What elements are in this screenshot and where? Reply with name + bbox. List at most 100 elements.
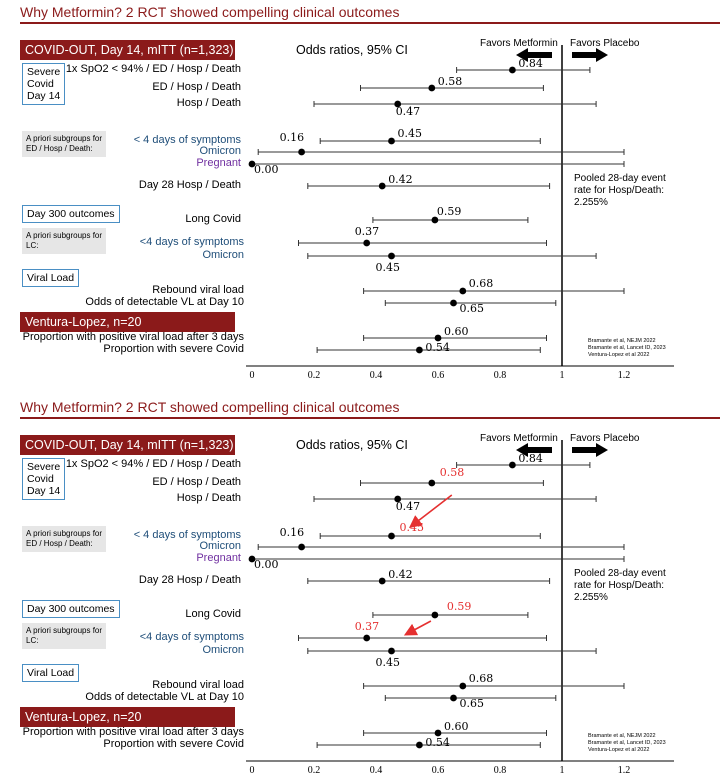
value-label: 0.47	[395, 105, 421, 118]
value-label: 0.84	[518, 57, 543, 70]
x-tick-label: 0.8	[493, 370, 507, 381]
value-label: 0.37	[354, 225, 380, 238]
odds-ratio-point	[431, 216, 439, 224]
value-label: 0.37	[354, 620, 380, 633]
favors-metformin-label: Favors Metformin	[480, 38, 558, 49]
row-label: Odds of detectable VL at Day 10	[85, 691, 244, 703]
x-tick-label: 0.6	[431, 370, 445, 381]
value-label: 0.00	[254, 163, 279, 176]
row-label: Day 28 Hosp / Death	[138, 179, 241, 191]
severe-covid-box: Severe Covid Day 14	[22, 63, 66, 105]
title-rule	[20, 22, 720, 24]
chart-title: Why Metformin? 2 RCT showed compelling c…	[20, 399, 400, 415]
value-label: 0.84	[518, 452, 543, 465]
citation-line: Bramante et al, Lancet ID, 2023	[588, 740, 666, 746]
value-label: 0.00	[254, 558, 279, 571]
value-label: 0.47	[395, 500, 421, 513]
value-label: 0.60	[444, 325, 469, 338]
odds-ratio-point	[459, 287, 467, 295]
odds-ratio-point	[450, 299, 457, 307]
row-label: < 4 days of symptoms	[133, 134, 241, 146]
severe-box-line: Covid	[27, 473, 54, 485]
row-label: Long Covid	[185, 608, 241, 620]
value-label: 0.16	[279, 131, 305, 144]
section-viral-load: Viral Load	[22, 269, 80, 287]
odds-ratio-point	[509, 461, 516, 469]
severe-covid-box: Severe Covid Day 14	[22, 458, 66, 500]
value-label: 0.54	[425, 736, 450, 749]
row-label: Pregnant	[196, 157, 241, 169]
row-label: Omicron	[199, 540, 241, 552]
x-tick-label: 0	[249, 370, 255, 381]
row-label: < 4 days of symptoms	[133, 529, 241, 541]
annotation-arrow	[403, 620, 432, 636]
forest-plot-panel-annotated: Why Metformin? 2 RCT showed compelling c…	[0, 395, 720, 781]
forest-plot-svg	[246, 45, 674, 367]
row-label: Long Covid	[185, 213, 241, 225]
x-tick-label: 0.8	[493, 765, 507, 776]
title-rule	[20, 417, 720, 419]
citation-line: Ventura-Lopez et al 2022	[588, 352, 650, 358]
severe-box-line: Day 14	[27, 90, 61, 102]
row-label: Proportion with positive viral load afte…	[22, 331, 244, 343]
odds-ratio-point	[434, 729, 442, 737]
odds-ratio-heading: Odds ratios, 95% CI	[296, 438, 408, 452]
x-tick-label: 0.6	[431, 765, 445, 776]
value-label: 0.45	[399, 521, 425, 534]
value-label: 0.45	[375, 656, 401, 669]
row-label: 1x SpO2 < 94% / ED / Hosp / Death	[65, 63, 241, 75]
citations: Bramante et al, NEJM 2022 Bramante et al,…	[588, 338, 666, 359]
x-tick-label: 0.4	[369, 370, 383, 381]
value-label: 0.58	[439, 466, 465, 479]
value-label: 0.45	[375, 261, 401, 274]
x-tick-label: 0.4	[369, 765, 383, 776]
pooled-line: 2.255%	[574, 197, 608, 208]
section-ventura: Ventura-Lopez, n=20	[20, 707, 235, 727]
row-label: <4 days of symptoms	[139, 236, 244, 248]
favors-placebo-label: Favors Placebo	[570, 38, 640, 49]
favors-metformin-label: Favors Metformin	[480, 433, 558, 444]
citation-line: Ventura-Lopez et al 2022	[588, 747, 650, 753]
odds-ratio-heading: Odds ratios, 95% CI	[296, 43, 408, 57]
subgroups-lc-line: LC:	[26, 241, 39, 250]
row-label: Proportion with positive viral load afte…	[22, 726, 244, 738]
section-day300: Day 300 outcomes	[22, 600, 120, 618]
row-label: Omicron	[202, 249, 244, 261]
odds-ratio-point	[394, 495, 402, 503]
value-label: 0.16	[279, 526, 305, 539]
value-label: 0.59	[446, 600, 472, 613]
odds-ratio-point	[450, 694, 457, 702]
row-label: ED / Hosp / Death	[152, 476, 241, 488]
odds-ratio-point	[459, 682, 467, 690]
value-label: 0.45	[397, 127, 423, 140]
citations: Bramante et al, NEJM 2022 Bramante et al,…	[588, 733, 666, 754]
favors-placebo-arrow	[572, 48, 608, 62]
odds-ratio-point	[431, 611, 439, 619]
subgroups-lc-box: A priori subgroups for LC:	[22, 623, 107, 649]
value-label: 0.65	[459, 302, 485, 315]
section-viral-load: Viral Load	[22, 664, 80, 682]
pooled-line: rate for Hosp/Death:	[574, 185, 665, 196]
severe-box-line: Day 14	[27, 485, 61, 497]
x-tick-label: 1.2	[617, 765, 631, 776]
subgroups-lc-box: A priori subgroups for LC:	[22, 228, 107, 254]
odds-ratio-point	[428, 84, 436, 92]
x-tick-label: 1	[559, 370, 565, 381]
row-label: Hosp / Death	[176, 492, 241, 504]
odds-ratio-point	[248, 160, 256, 168]
odds-ratio-point	[298, 543, 305, 551]
citation-line: Bramante et al, NEJM 2022	[588, 733, 656, 739]
citation-line: Bramante et al, Lancet ID, 2023	[588, 345, 666, 351]
forest-plot-svg	[246, 440, 674, 762]
subgroups-ed-line: A priori subgroups for	[26, 134, 103, 143]
subgroups-ed-line: ED / Hosp / Death:	[26, 144, 93, 153]
odds-ratio-point	[363, 239, 371, 247]
x-tick-label: 0	[249, 765, 255, 776]
odds-ratio-point	[388, 137, 395, 145]
subgroups-ed-line: ED / Hosp / Death:	[26, 539, 93, 548]
section-covid-out: COVID-OUT, Day 14, mITT (n=1,323)	[20, 40, 235, 60]
favors-placebo-arrow	[572, 443, 608, 457]
x-tick-label: 0.2	[307, 765, 321, 776]
row-label: 1x SpO2 < 94% / ED / Hosp / Death	[65, 458, 241, 470]
odds-ratio-point	[388, 252, 395, 260]
